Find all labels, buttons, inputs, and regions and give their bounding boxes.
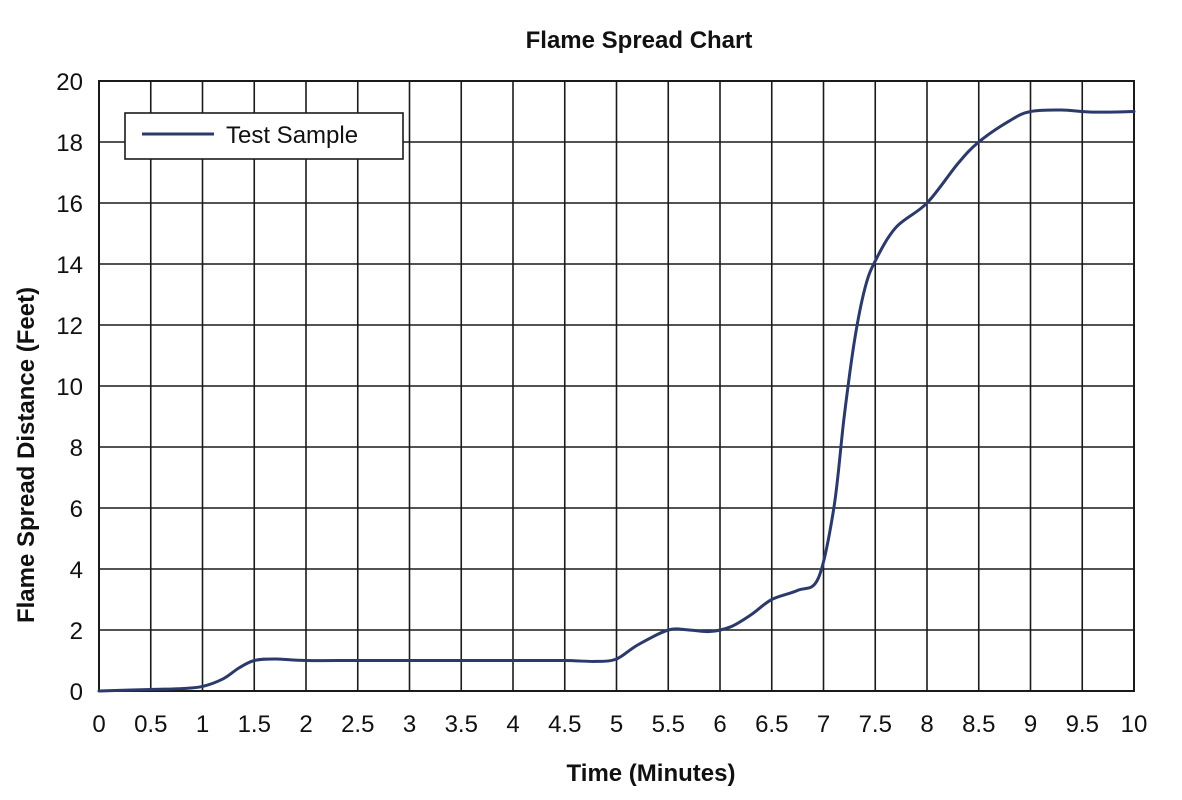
- y-tick-label: 20: [56, 69, 83, 96]
- x-tick-label: 7.5: [859, 711, 892, 738]
- x-tick-label: 2.5: [341, 711, 374, 738]
- y-tick-label: 8: [70, 435, 83, 462]
- chart-title: Flame Spread Chart: [526, 27, 753, 54]
- x-tick-label: 7: [817, 711, 830, 738]
- legend-label-test-sample: Test Sample: [226, 122, 358, 149]
- x-tick-label: 4.5: [548, 711, 581, 738]
- legend: Test Sample: [124, 112, 404, 160]
- x-tick-label: 4: [506, 711, 519, 738]
- y-axis-title: Flame Spread Distance (Feet): [13, 287, 40, 623]
- x-tick-label: 1: [196, 711, 209, 738]
- x-axis-title: Time (Minutes): [567, 760, 736, 787]
- x-tick-label: 8: [920, 711, 933, 738]
- y-tick-label: 0: [70, 679, 83, 706]
- x-tick-label: 5: [610, 711, 623, 738]
- y-tick-label: 2: [70, 618, 83, 645]
- y-tick-label: 6: [70, 496, 83, 523]
- y-tick-label: 18: [56, 130, 83, 157]
- y-tick-label: 10: [56, 374, 83, 401]
- x-tick-label: 2: [299, 711, 312, 738]
- x-tick-label: 9.5: [1066, 711, 1099, 738]
- series-line-test-sample: [97, 108, 1136, 693]
- x-tick-label: 6: [713, 711, 726, 738]
- x-tick-label: 1.5: [238, 711, 271, 738]
- x-tick-label: 0: [92, 711, 105, 738]
- grid-lines: [98, 80, 1135, 692]
- x-tick-label: 9: [1024, 711, 1037, 738]
- y-tick-labels: 0 2 4 6 8 10 12 14 16 18 20: [56, 69, 83, 706]
- x-tick-label: 0.5: [134, 711, 167, 738]
- y-tick-label: 4: [70, 557, 83, 584]
- x-tick-label: 6.5: [755, 711, 788, 738]
- x-tick-label: 5.5: [652, 711, 685, 738]
- y-tick-label: 16: [56, 191, 83, 218]
- x-tick-label: 3.5: [445, 711, 478, 738]
- y-tick-label: 12: [56, 313, 83, 340]
- y-tick-label: 14: [56, 252, 83, 279]
- x-tick-label: 8.5: [962, 711, 995, 738]
- legend-box: [124, 112, 404, 160]
- x-tick-label: 3: [403, 711, 416, 738]
- plot-frame: [98, 80, 1135, 692]
- x-tick-label: 10: [1121, 711, 1148, 738]
- x-tick-labels: 0 0.5 1 1.5 2 2.5 3 3.5 4 4.5 5 5.5 6 6.5 7 7.5 8 8.5 9 9.5…: [92, 711, 1147, 738]
